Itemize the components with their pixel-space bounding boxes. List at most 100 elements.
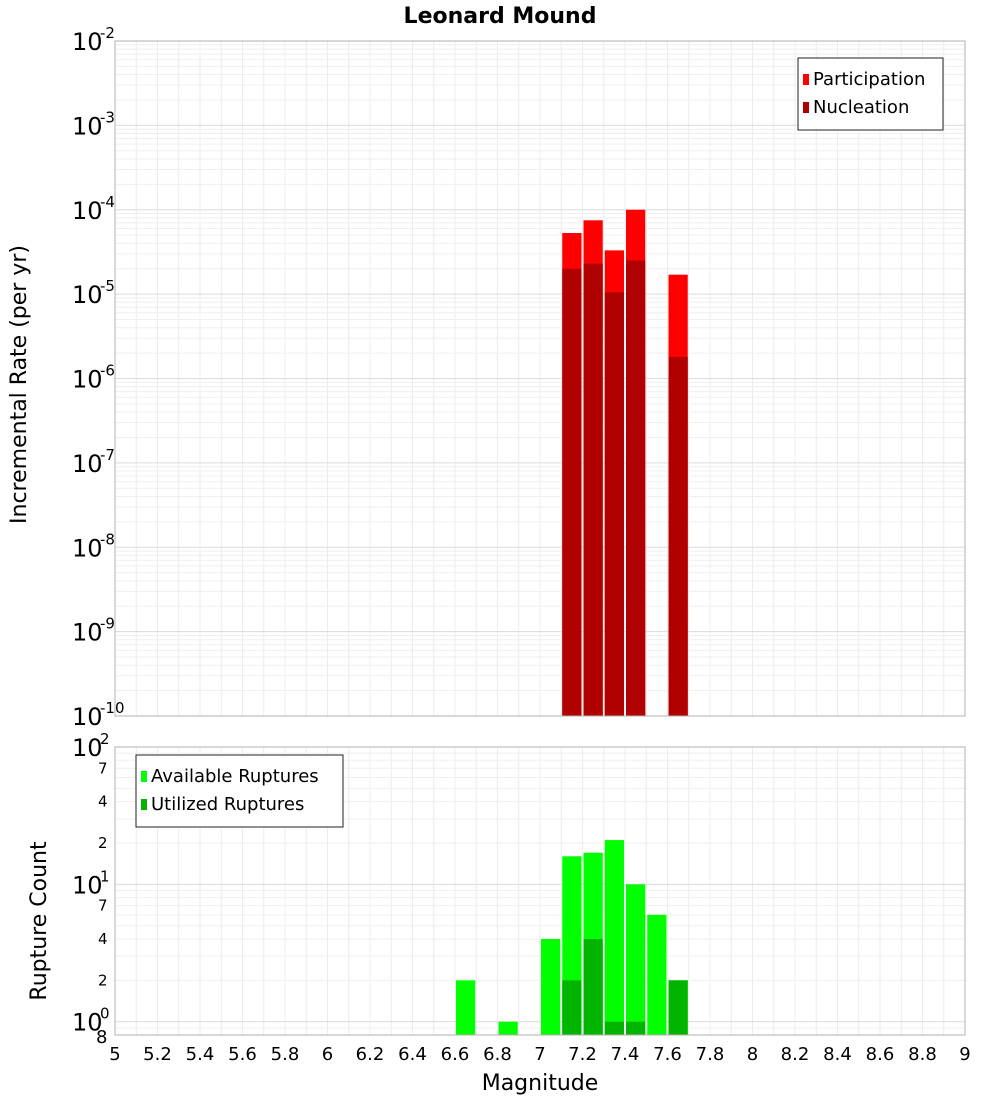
bottom-panel-y-axis-label: Rupture Count (27, 841, 52, 1001)
y-tick-exponent: -8 (100, 530, 115, 548)
y-tick-label: 10-6 (72, 362, 115, 394)
top-panel-legend: Participation Nucleation (797, 57, 944, 131)
y-tick-label: 10-5 (72, 277, 115, 309)
x-tick-label: 5 (109, 1044, 120, 1065)
bar-available-ruptures (604, 840, 624, 1035)
top-panel-bars (562, 209, 688, 717)
bar-nucleation (583, 263, 603, 716)
y-tick-base: 10 (72, 734, 103, 762)
y-tick-exponent: -6 (100, 362, 115, 380)
bar-nucleation (562, 268, 582, 716)
legend-label: Available Ruptures (151, 766, 319, 787)
x-tick-label: 8.4 (823, 1044, 852, 1065)
bar-available-ruptures (498, 1021, 518, 1035)
y-tick-exponent: -9 (100, 615, 115, 633)
x-tick-label: 6.4 (398, 1044, 427, 1065)
y-tick-exponent: -3 (100, 108, 115, 126)
y-tick-minor-label: 8 (96, 1027, 107, 1048)
y-tick-label: 102 (72, 730, 110, 762)
bar-utilized-ruptures (668, 980, 688, 1035)
y-tick-exponent: 0 (100, 1005, 110, 1023)
legend-label: Utilized Ruptures (151, 794, 304, 815)
x-tick-label: 9 (959, 1044, 970, 1065)
y-tick-base: 10 (72, 281, 103, 309)
x-tick-label: 6 (322, 1044, 333, 1065)
top-panel-y-axis-label: Incremental Rate (per yr) (7, 245, 32, 524)
x-tick-label: 7.8 (696, 1044, 725, 1065)
x-tick-label: 8.6 (866, 1044, 895, 1065)
x-tick-label: 6.8 (483, 1044, 512, 1065)
y-tick-base: 10 (72, 28, 103, 56)
y-tick-base: 10 (72, 703, 103, 731)
bottom-panel-bars (456, 840, 688, 1035)
y-tick-exponent: -5 (100, 277, 115, 295)
legend-label: Participation (813, 69, 925, 90)
y-tick-minor-label: 2 (98, 834, 108, 852)
y-tick-minor-label: 7 (98, 759, 108, 777)
y-tick-label: 10-4 (72, 193, 115, 225)
y-tick-minor-label: 7 (98, 897, 108, 915)
bar-available-ruptures (456, 980, 476, 1035)
x-tick-label: 8.8 (908, 1044, 937, 1065)
y-tick-minor-label: 2 (98, 971, 108, 989)
top-panel-grid (114, 41, 966, 717)
bar-nucleation (668, 356, 688, 716)
legend-swatch (141, 771, 147, 782)
bar-utilized-ruptures (583, 939, 603, 1035)
y-tick-base: 10 (72, 366, 103, 394)
y-tick-base: 10 (72, 112, 103, 140)
y-tick-exponent: 1 (100, 867, 110, 885)
bar-nucleation (626, 260, 646, 716)
x-tick-label: 6.6 (441, 1044, 470, 1065)
y-tick-exponent: 2 (100, 730, 110, 748)
y-tick-minor-label: 4 (98, 930, 108, 948)
bar-utilized-ruptures (562, 980, 582, 1035)
y-tick-label: 10-10 (72, 699, 125, 731)
y-tick-base: 10 (72, 534, 103, 562)
bar-available-ruptures (647, 914, 667, 1035)
legend-swatch (803, 74, 809, 85)
x-tick-label: 5.6 (228, 1044, 257, 1065)
top-panel-frame (114, 40, 966, 717)
bottom-panel-legend: Available Ruptures Utilized Ruptures (135, 754, 344, 828)
x-tick-label: 8 (747, 1044, 758, 1065)
x-tick-label: 8.2 (781, 1044, 810, 1065)
y-tick-label: 10-2 (72, 24, 115, 56)
x-tick-label: 7.2 (568, 1044, 597, 1065)
legend-swatch (141, 799, 147, 810)
x-axis-label: Magnitude (482, 1071, 599, 1096)
legend-swatch (803, 102, 809, 113)
chart-title: Leonard Mound (404, 4, 597, 29)
y-tick-exponent: -2 (100, 24, 115, 42)
bar-available-ruptures (541, 939, 561, 1035)
bar-available-ruptures (626, 884, 646, 1035)
x-tick-label: 5.2 (143, 1044, 172, 1065)
y-tick-label: 10-7 (72, 446, 115, 478)
y-tick-base: 10 (72, 450, 103, 478)
y-tick-label: 10-8 (72, 530, 115, 562)
y-tick-base: 10 (72, 197, 103, 225)
y-tick-base: 10 (72, 619, 103, 647)
x-tick-label: 7.6 (653, 1044, 682, 1065)
x-axis-ticks: 5 5.2 5.4 5.6 5.8 6 6.2 6.4 6.6 6.8 7 7.2 7.4 7.6 7.8 8… (109, 1044, 970, 1065)
x-tick-label: 7.4 (611, 1044, 640, 1065)
bar-nucleation (604, 292, 624, 716)
y-tick-minor-label: 4 (98, 793, 108, 811)
y-tick-label: 100 (72, 1005, 110, 1037)
x-tick-label: 5.8 (271, 1044, 300, 1065)
x-tick-label: 7 (534, 1044, 545, 1065)
y-tick-label: 101 (72, 867, 110, 899)
y-tick-base: 10 (72, 871, 103, 899)
y-tick-base: 10 (72, 1009, 103, 1037)
y-tick-exponent: -4 (100, 193, 115, 211)
bar-utilized-ruptures (626, 1021, 646, 1035)
y-tick-label: 10-3 (72, 108, 115, 140)
legend-box (797, 57, 944, 131)
bar-utilized-ruptures (604, 1021, 624, 1035)
y-tick-exponent: -7 (100, 446, 115, 464)
legend-label: Nucleation (813, 97, 909, 118)
y-tick-exponent: -10 (100, 699, 125, 717)
